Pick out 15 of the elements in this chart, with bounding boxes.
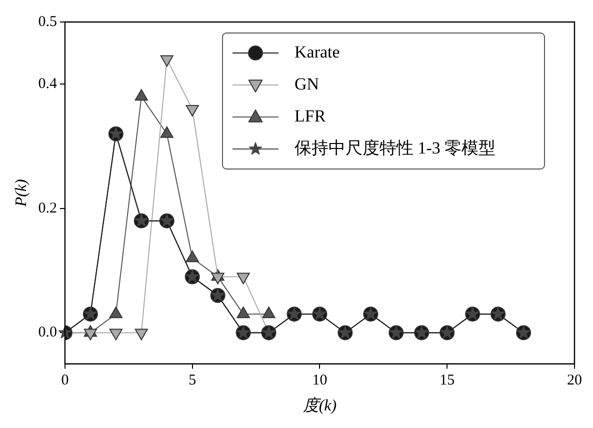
y-tick-label: 0.5 <box>38 14 57 30</box>
legend-label: 保持中尺度特性 1-3 零模型 <box>294 138 496 158</box>
x-tick-label: 0 <box>61 372 69 389</box>
legend-label: LFR <box>294 106 326 126</box>
y-tick-label: 0.4 <box>38 76 58 92</box>
x-tick-label: 10 <box>312 372 328 389</box>
x-tick-label: 20 <box>567 372 582 389</box>
legend-label: Karate <box>294 42 340 62</box>
y-tick-label: 0.0 <box>38 324 57 341</box>
x-tick-label: 5 <box>188 372 196 389</box>
legend-label: GN <box>294 74 320 94</box>
x-tick-label: 15 <box>440 372 455 389</box>
y-axis-title: P(k) <box>12 179 30 208</box>
y-tick-label: 0.2 <box>38 200 57 216</box>
x-axis-title: 度(k) <box>302 396 337 415</box>
